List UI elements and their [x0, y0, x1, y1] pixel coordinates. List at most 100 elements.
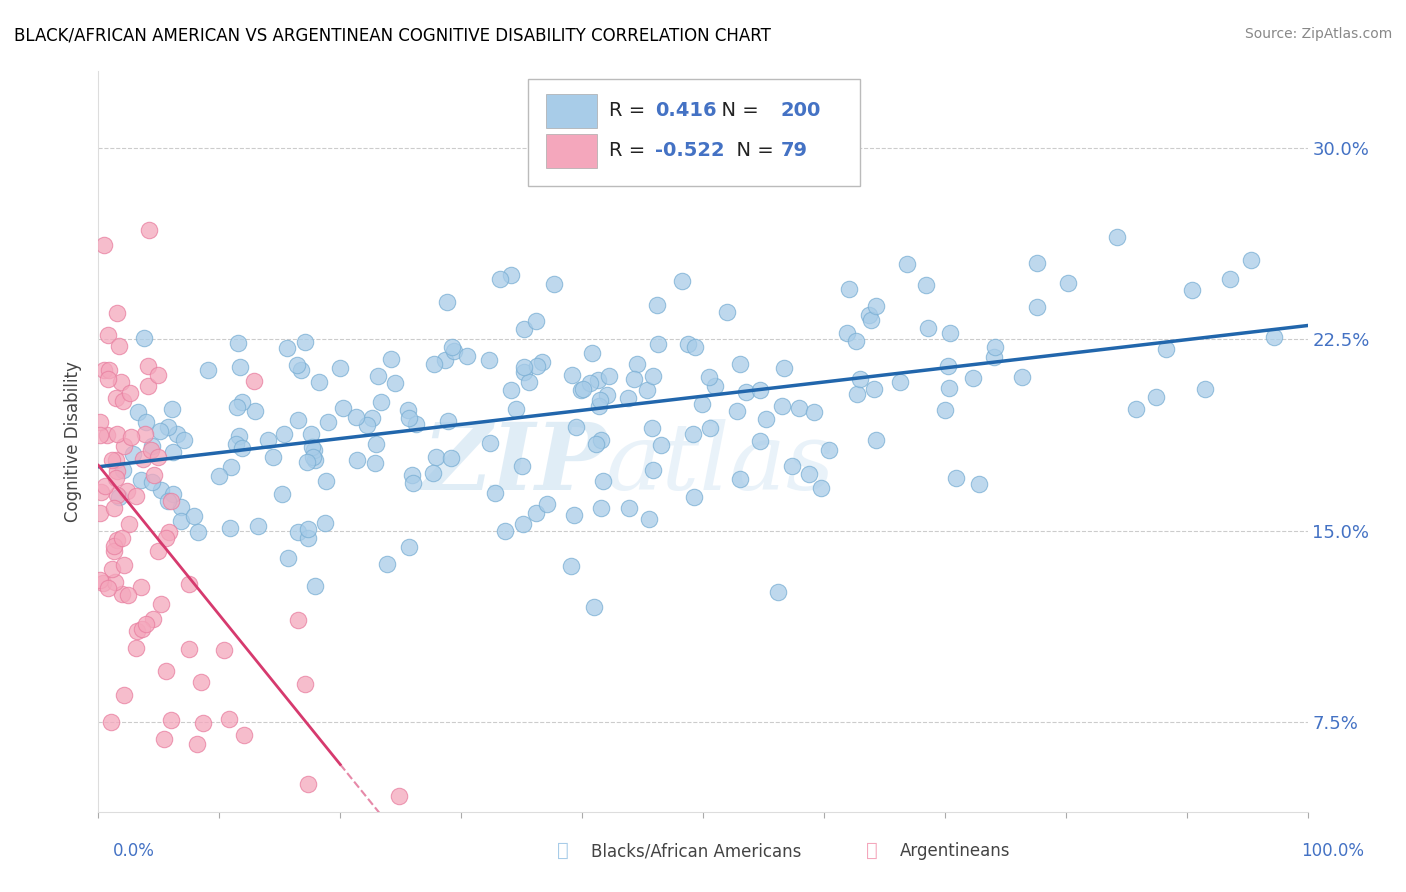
Point: [142, 612, 165, 626]
Point: [579, 376, 602, 391]
Point: [297, 777, 319, 791]
Point: [728, 357, 751, 371]
Point: [160, 402, 183, 417]
Point: [104, 453, 127, 467]
Point: [647, 336, 669, 351]
Point: [135, 617, 157, 632]
Point: [138, 223, 160, 237]
Point: [967, 476, 990, 491]
Point: [588, 399, 610, 413]
Point: [183, 509, 205, 524]
Point: [425, 450, 447, 464]
Point: [683, 490, 706, 504]
Point: [524, 506, 547, 520]
Point: [983, 351, 1005, 365]
Point: [121, 447, 143, 461]
Point: [560, 559, 582, 574]
Point: [153, 732, 176, 747]
Text: Argentineans: Argentineans: [900, 842, 1011, 860]
Point: [434, 352, 457, 367]
Point: [118, 516, 141, 531]
Point: [117, 588, 139, 602]
Point: [332, 401, 354, 415]
Point: [290, 363, 312, 377]
Point: [101, 562, 124, 576]
Point: [173, 433, 195, 447]
Point: [97, 328, 120, 343]
Point: [273, 427, 295, 442]
Point: [89, 427, 111, 442]
Text: Blacks/African Americans: Blacks/African Americans: [591, 842, 801, 860]
Point: [489, 271, 512, 285]
Point: [346, 453, 368, 467]
Point: [160, 713, 183, 727]
Point: [295, 455, 318, 469]
Point: [725, 404, 748, 418]
Point: [787, 401, 810, 415]
Point: [149, 425, 172, 439]
Point: [107, 533, 129, 548]
Point: [370, 395, 392, 409]
Point: [287, 524, 309, 539]
Point: [1057, 277, 1080, 291]
Point: [863, 382, 886, 396]
Point: [191, 715, 214, 730]
Point: [984, 340, 1007, 354]
Point: [530, 355, 553, 369]
Point: [157, 494, 180, 508]
Point: [103, 539, 125, 553]
Point: [93, 575, 115, 590]
Point: [270, 487, 292, 501]
Point: [797, 467, 820, 482]
Point: [1107, 230, 1129, 244]
Text: R =: R =: [609, 101, 651, 120]
Point: [231, 395, 253, 409]
Text: -0.522: -0.522: [655, 141, 724, 160]
Point: [505, 401, 527, 416]
Point: [803, 405, 825, 419]
Point: [301, 440, 323, 454]
Point: [676, 337, 699, 351]
Point: [1011, 370, 1033, 384]
Point: [118, 386, 141, 401]
Point: [225, 400, 247, 414]
Point: [641, 421, 664, 435]
Point: [889, 375, 911, 389]
Point: [218, 521, 240, 535]
Text: 0.416: 0.416: [655, 101, 716, 120]
Point: [105, 306, 128, 320]
Text: R =: R =: [609, 141, 651, 160]
Point: [616, 391, 638, 405]
Point: [1154, 342, 1177, 356]
Point: [131, 622, 153, 636]
Point: [849, 372, 872, 386]
Point: [671, 274, 693, 288]
Point: [561, 368, 583, 382]
Point: [818, 442, 841, 457]
Point: [440, 450, 463, 465]
Point: [218, 712, 240, 726]
Point: [501, 268, 523, 282]
Point: [170, 515, 193, 529]
Point: [177, 642, 200, 657]
Point: [512, 516, 534, 531]
Point: [190, 675, 212, 690]
Point: [276, 341, 298, 355]
Point: [156, 420, 179, 434]
Point: [315, 474, 337, 488]
Y-axis label: Cognitive Disability: Cognitive Disability: [65, 361, 83, 522]
FancyBboxPatch shape: [546, 94, 596, 128]
Point: [299, 427, 322, 442]
Point: [287, 413, 309, 427]
Point: [845, 334, 868, 348]
Point: [623, 372, 645, 386]
Point: [1025, 300, 1047, 314]
Point: [129, 580, 152, 594]
Point: [589, 393, 612, 408]
Point: [89, 507, 111, 521]
Point: [683, 340, 706, 354]
Point: [132, 331, 155, 345]
Point: [141, 439, 163, 453]
Point: [513, 322, 536, 336]
Point: [231, 441, 253, 455]
